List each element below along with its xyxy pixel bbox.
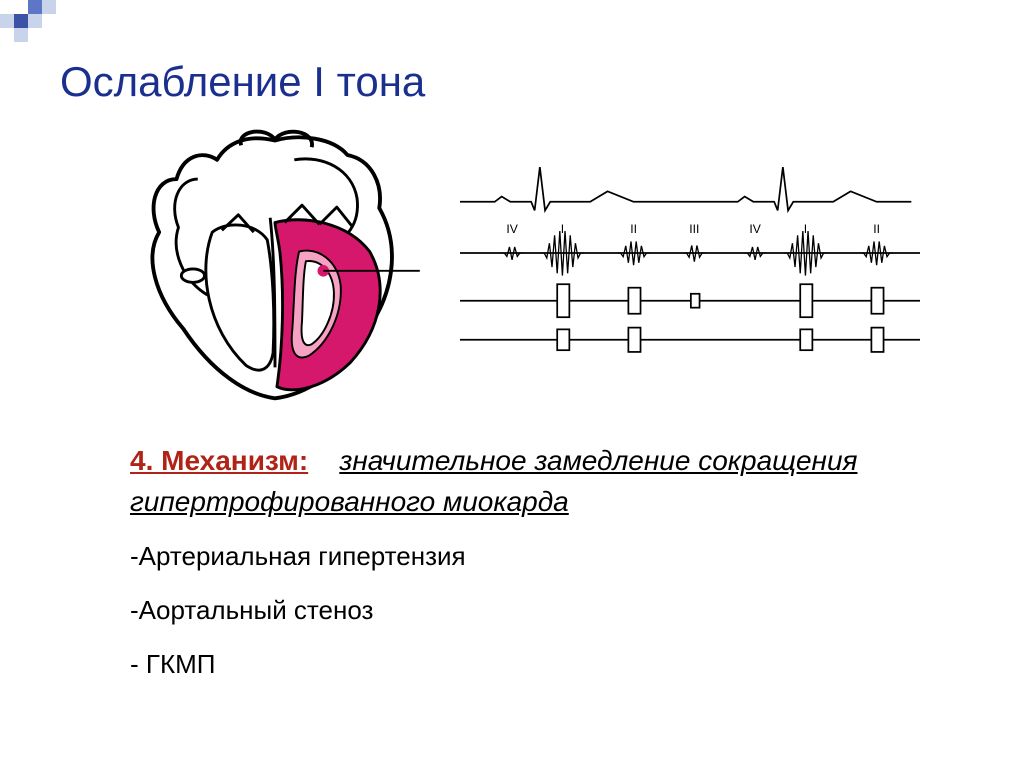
list-item: -Аортальный стеноз [130,592,964,630]
svg-text:I: I [561,222,564,236]
svg-text:III: III [689,222,699,236]
svg-text:I: I [804,222,807,236]
svg-text:IV: IV [749,222,761,236]
svg-text:II: II [873,222,880,236]
figure-row: IVIIIIIIIVIII [60,126,964,406]
svg-text:IV: IV [506,222,518,236]
mechanism-label: 4. Механизм: [130,445,308,476]
slide-title: Ослабление I тона [60,58,964,106]
mechanism-block: 4. Механизм: значительное замедление сок… [60,441,964,683]
mechanism-line: 4. Механизм: значительное замедление сок… [130,441,964,522]
list-item: - ГКМП [130,646,964,684]
phonocardiogram: IVIIIIIIIVIII [460,156,920,376]
list-item: -Артериальная гипертензия [130,538,964,576]
heart-diagram [130,126,420,406]
slide-content: Ослабление I тона IVIIIIIIIVIII 4. Механ… [0,0,1024,683]
svg-text:II: II [630,222,637,236]
corner-decoration [0,0,60,45]
